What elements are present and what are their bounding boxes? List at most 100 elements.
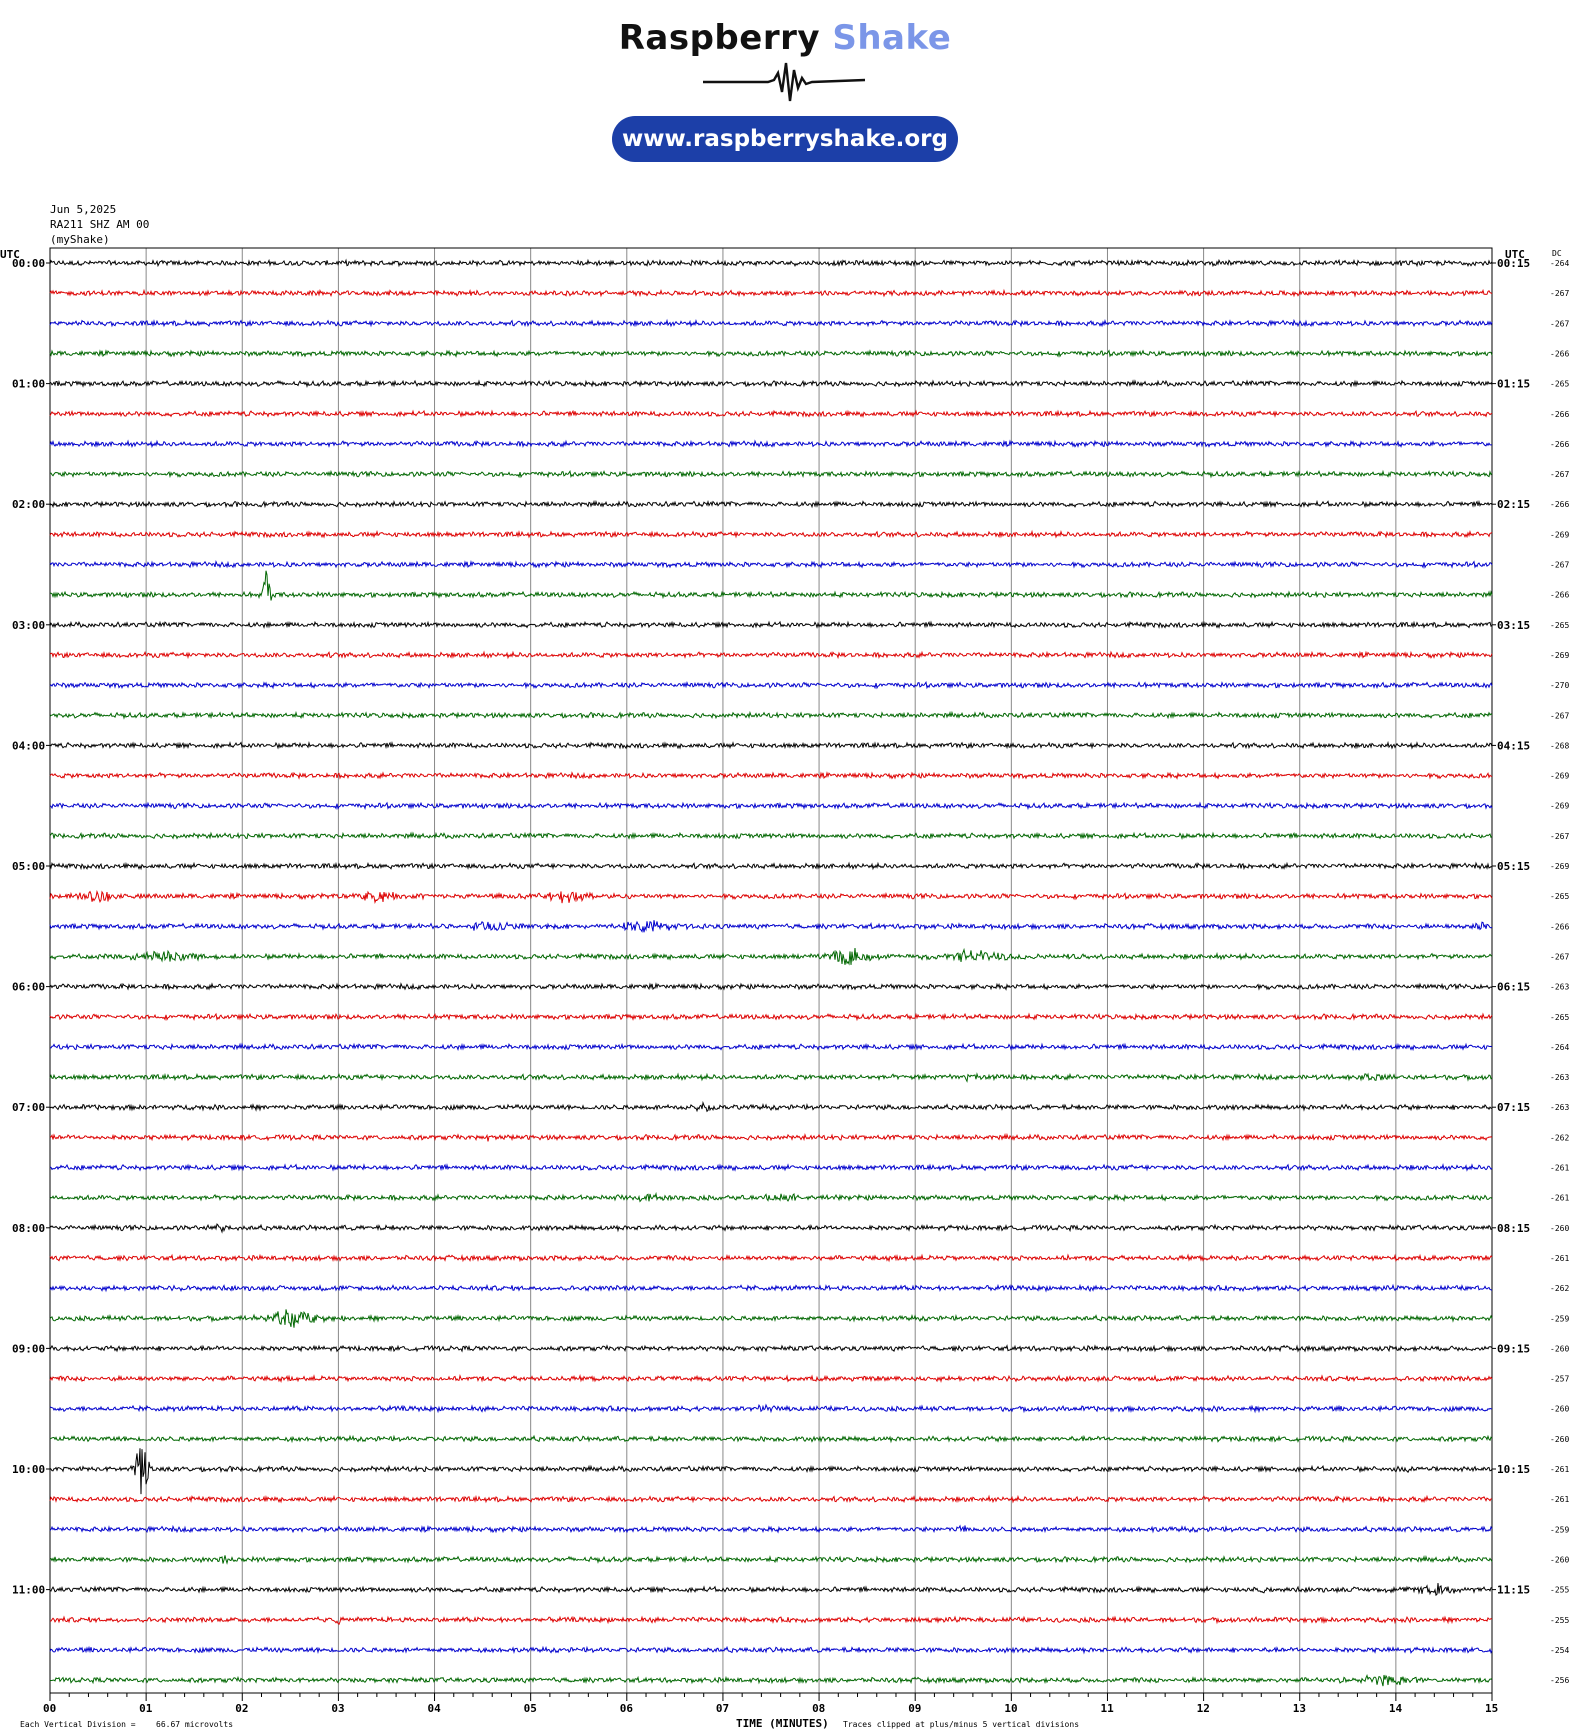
hour-label-left-7: 07:00	[12, 1101, 45, 1114]
trace-27	[49, 1072, 1493, 1083]
hour-label-left-1: 01:00	[12, 378, 45, 391]
hour-label-right-9: 09:15	[1497, 1342, 1530, 1355]
dc-value-4: -265	[1550, 380, 1569, 389]
hour-label-right-10: 10:15	[1497, 1463, 1530, 1476]
hour-label-right-4: 04:15	[1497, 739, 1530, 752]
x-axis-title: TIME (MINUTES)	[736, 1717, 829, 1730]
dc-value-27: -263	[1550, 1073, 1569, 1082]
x-tick-label-03: 03	[331, 1702, 344, 1715]
dc-value-10: -267	[1550, 561, 1569, 570]
dc-value-46: -254	[1550, 1646, 1569, 1655]
trace-43	[49, 1554, 1493, 1565]
trace-44	[49, 1582, 1493, 1597]
dc-value-14: -270	[1550, 681, 1569, 690]
x-tick-label-06: 06	[620, 1702, 634, 1715]
dc-label: DC	[1552, 249, 1562, 258]
trace-39	[49, 1434, 1493, 1444]
trace-37	[49, 1373, 1493, 1383]
raspberry-shake-logo: Raspberry Shake www.raspberryshake.org	[0, 0, 1570, 180]
trace-22	[49, 920, 1493, 933]
x-tick-label-11: 11	[1100, 1702, 1114, 1715]
trace-26	[50, 1042, 1493, 1052]
trace-42	[49, 1524, 1493, 1534]
trace-13	[49, 650, 1493, 660]
trace-31	[49, 1191, 1493, 1203]
trace-28	[49, 1100, 1492, 1113]
dc-value-2: -267	[1550, 319, 1569, 328]
hour-label-left-8: 08:00	[12, 1222, 45, 1235]
minute-gridlines	[49, 248, 1493, 1701]
dc-value-30: -261	[1550, 1164, 1569, 1173]
trace-2	[49, 318, 1493, 328]
trace-30	[49, 1162, 1493, 1172]
trace-25	[49, 1012, 1493, 1022]
x-tick-label-10: 10	[1004, 1702, 1017, 1715]
trace-41	[49, 1494, 1493, 1504]
x-tick-label-07: 07	[716, 1702, 729, 1715]
trace-18	[49, 801, 1493, 811]
dc-value-3: -266	[1550, 349, 1569, 358]
hour-label-left-6: 06:00	[12, 981, 45, 994]
dc-value-47: -256	[1550, 1676, 1569, 1685]
trace-group	[49, 258, 1493, 1687]
brand-word-shake: Shake	[832, 18, 952, 58]
hour-label-right-0: 00:15	[1497, 257, 1530, 270]
trace-19	[49, 831, 1493, 841]
x-tick-label-02: 02	[235, 1702, 248, 1715]
hour-label-right-3: 03:15	[1497, 619, 1530, 632]
dc-value-31: -261	[1550, 1194, 1569, 1203]
hour-label-left-4: 04:00	[12, 739, 45, 752]
hour-label-left-10: 10:00	[12, 1463, 45, 1476]
utc-left-label: UTC	[0, 248, 20, 261]
x-tick-label-05: 05	[524, 1702, 537, 1715]
trace-9	[49, 529, 1493, 539]
trace-15	[49, 710, 1493, 720]
trace-47	[49, 1674, 1493, 1687]
trace-35	[49, 1309, 1493, 1328]
dc-value-0: -264	[1550, 259, 1569, 268]
trace-11	[49, 570, 1493, 601]
hour-label-right-7: 07:15	[1497, 1101, 1530, 1114]
dc-value-9: -269	[1550, 530, 1569, 539]
trace-24	[49, 982, 1493, 991]
dc-value-38: -260	[1550, 1405, 1569, 1414]
dc-value-19: -267	[1550, 832, 1569, 841]
dc-value-11: -266	[1550, 591, 1569, 600]
trace-23	[49, 947, 1493, 966]
dc-value-43: -260	[1550, 1555, 1569, 1564]
trace-21	[49, 889, 1493, 904]
dc-value-8: -266	[1550, 500, 1569, 509]
brand-title: Raspberry Shake	[0, 18, 1570, 58]
dc-value-12: -265	[1550, 621, 1569, 630]
dc-value-26: -264	[1550, 1043, 1569, 1052]
trace-12	[49, 620, 1493, 630]
dc-value-20: -269	[1550, 862, 1569, 871]
dc-value-5: -266	[1550, 410, 1569, 419]
dc-value-21: -265	[1550, 892, 1569, 901]
trace-29	[49, 1132, 1493, 1142]
dc-value-32: -260	[1550, 1224, 1569, 1233]
dc-value-24: -263	[1550, 983, 1569, 992]
axis-label-group: 00 01 02 03 04 05 06 07 08 09 10 11 12 13 14 15 -264 00:0…	[12, 257, 1569, 1715]
dc-value-37: -257	[1550, 1375, 1569, 1384]
trace-8	[49, 499, 1493, 509]
dc-value-34: -262	[1550, 1284, 1569, 1293]
clip-note: Traces clipped at plus/minus 5 vertical …	[843, 1720, 1079, 1729]
trace-10	[49, 560, 1493, 569]
trace-14	[49, 680, 1493, 690]
trace-7	[50, 469, 1493, 479]
dc-value-7: -267	[1550, 470, 1569, 479]
dc-value-1: -267	[1550, 289, 1569, 298]
x-tick-label-08: 08	[812, 1702, 825, 1715]
trace-4	[49, 379, 1493, 388]
hour-label-left-2: 02:00	[12, 498, 45, 511]
dc-value-16: -268	[1550, 741, 1569, 750]
trace-5	[49, 409, 1493, 419]
dc-value-18: -269	[1550, 802, 1569, 811]
dc-value-25: -265	[1550, 1013, 1569, 1022]
dc-value-33: -261	[1550, 1254, 1569, 1263]
website-url-badge[interactable]: www.raspberryshake.org	[612, 116, 958, 162]
x-tick-label-14: 14	[1389, 1702, 1403, 1715]
trace-6	[49, 439, 1492, 449]
